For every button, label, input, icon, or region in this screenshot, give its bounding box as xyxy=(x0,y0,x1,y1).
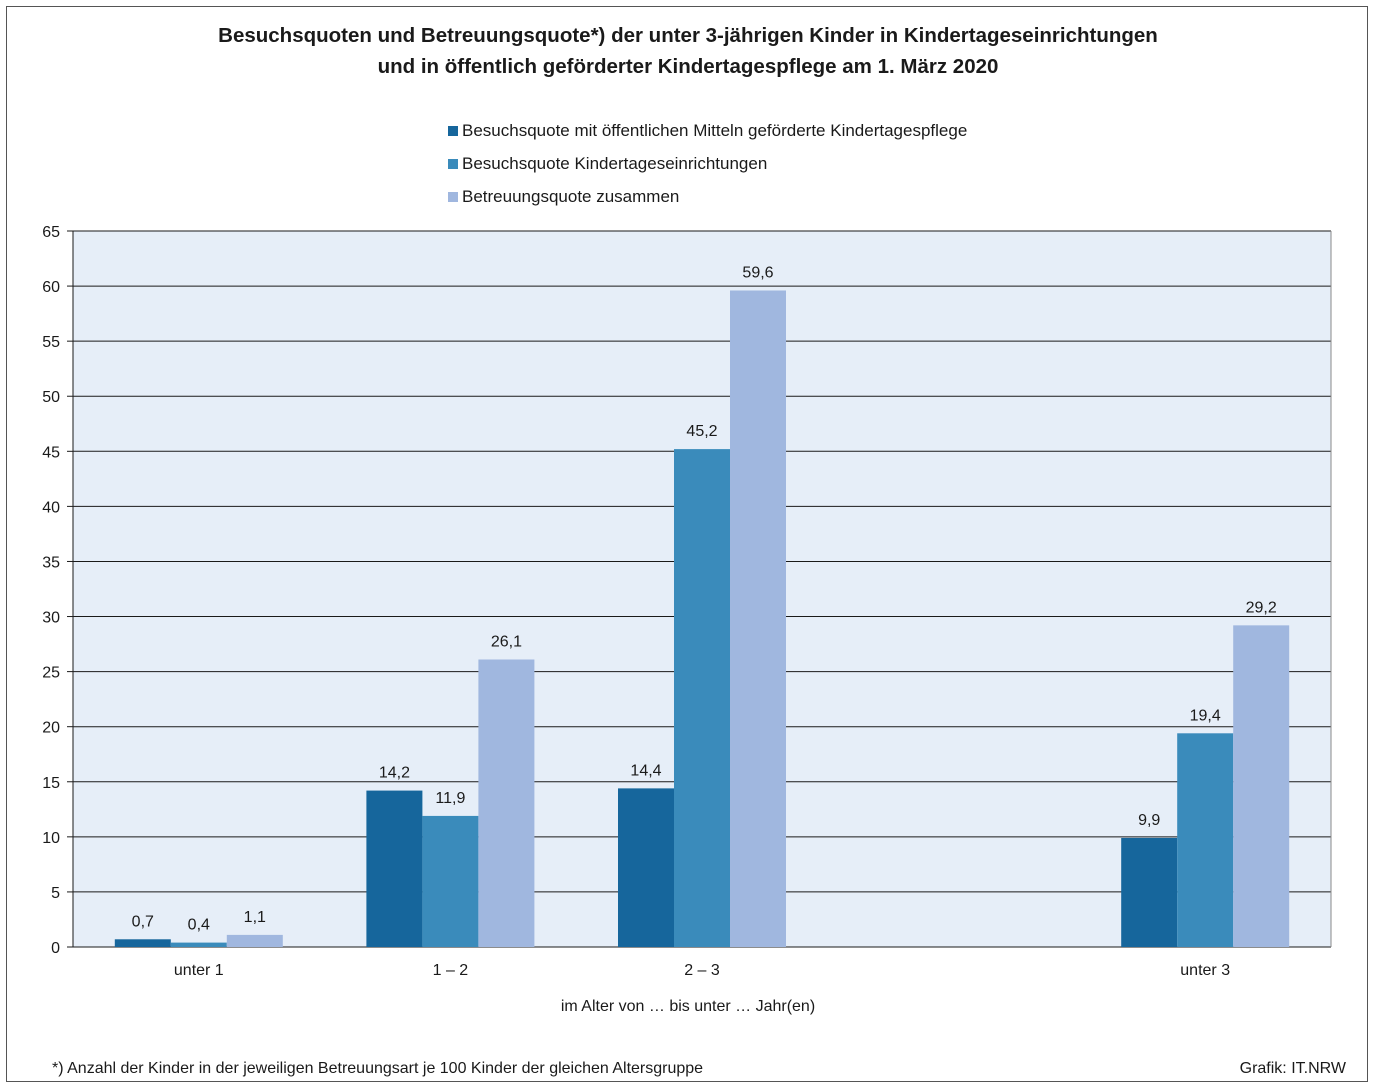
chart-title: Besuchsquoten und Betreuungsquote*) der … xyxy=(218,24,1158,47)
bar xyxy=(170,942,227,947)
y-tick-label: 40 xyxy=(42,499,60,516)
bar xyxy=(674,449,730,947)
y-tick-label: 25 xyxy=(42,665,60,682)
legend-label-betreuungsquote: Betreuungsquote zusammen xyxy=(462,187,680,206)
legend-item-kindertagespflege: Besuchsquote mit öffentlichen Mitteln ge… xyxy=(448,121,967,141)
bar xyxy=(478,659,535,947)
legend-label-kindertageseinrichtungen: Besuchsquote Kindertageseinrichtungen xyxy=(462,154,768,173)
y-tick-label: 30 xyxy=(42,610,60,627)
y-tick-label: 15 xyxy=(42,775,60,792)
x-tick-label: unter 1 xyxy=(174,962,224,979)
y-tick-label: 0 xyxy=(51,940,60,957)
data-label: 0,4 xyxy=(188,917,210,934)
bar xyxy=(730,290,786,948)
y-tick-label: 10 xyxy=(42,830,60,847)
y-tick-label: 65 xyxy=(42,224,60,241)
legend-swatch-betreuungsquote xyxy=(448,192,458,202)
data-label: 45,2 xyxy=(686,423,717,440)
y-tick-label: 50 xyxy=(42,389,60,406)
bar xyxy=(618,788,674,947)
footnote: *) Anzahl der Kinder in der jeweiligen B… xyxy=(52,1060,704,1077)
legend-item-kindertageseinrichtungen: Besuchsquote Kindertageseinrichtungen xyxy=(448,154,767,174)
data-label: 14,2 xyxy=(379,765,410,782)
bar xyxy=(226,934,283,947)
credit: Grafik: IT.NRW xyxy=(1239,1060,1346,1077)
data-label: 26,1 xyxy=(491,633,522,650)
legend-label-kindertagespflege: Besuchsquote mit öffentlichen Mitteln ge… xyxy=(462,121,968,140)
bar xyxy=(366,790,423,947)
y-tick-label: 45 xyxy=(42,444,60,461)
x-tick-label: 1 – 2 xyxy=(433,962,469,979)
x-axis-label: im Alter von … bis unter … Jahr(en) xyxy=(560,998,816,1015)
data-label: 29,2 xyxy=(1246,599,1277,616)
y-tick-label: 20 xyxy=(42,720,60,737)
legend-swatch-kindertageseinrichtungen xyxy=(448,159,458,169)
y-tick-label: 55 xyxy=(42,334,60,351)
y-tick-label: 5 xyxy=(51,885,60,902)
y-tick-label: 35 xyxy=(42,554,60,571)
data-label: 14,4 xyxy=(630,762,661,779)
data-label: 59,6 xyxy=(742,264,773,281)
x-tick-label: 2 – 3 xyxy=(684,962,720,979)
bar xyxy=(422,815,479,947)
data-label: 1,1 xyxy=(244,909,266,926)
data-label: 19,4 xyxy=(1190,707,1221,724)
bar xyxy=(1233,625,1290,947)
bar xyxy=(114,939,171,947)
y-tick-label: 60 xyxy=(42,279,60,296)
data-label: 9,9 xyxy=(1138,812,1160,829)
x-tick-label: unter 3 xyxy=(1180,962,1230,979)
legend-swatch-kindertagespflege xyxy=(448,126,458,136)
legend-item-betreuungsquote: Betreuungsquote zusammen xyxy=(448,187,679,207)
data-label: 11,9 xyxy=(435,790,465,807)
chart-subtitle: und in öffentlich geförderter Kindertage… xyxy=(377,55,999,78)
bar xyxy=(1177,733,1234,947)
data-label: 0,7 xyxy=(132,913,154,930)
bar xyxy=(1121,837,1178,947)
